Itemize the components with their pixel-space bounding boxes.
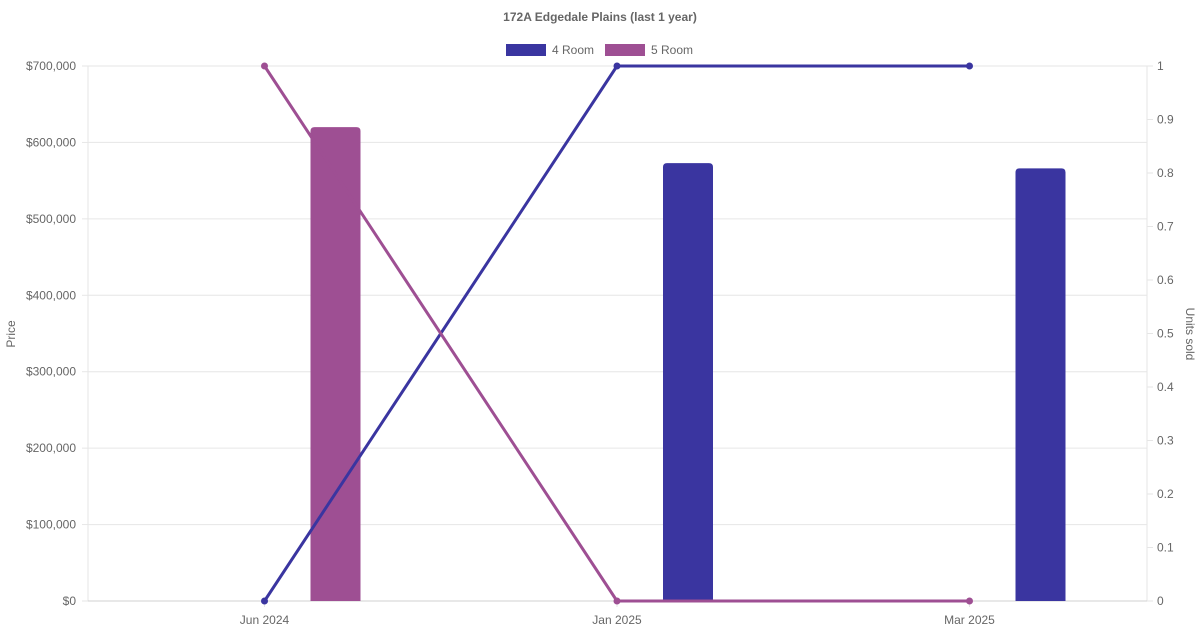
- y-tick-label: $300,000: [26, 365, 76, 379]
- y2-tick-label: 0.5: [1157, 327, 1174, 341]
- bar-5-room[interactable]: [310, 127, 361, 602]
- legend-item-5-room[interactable]: 5 Room: [605, 43, 693, 57]
- legend-item-4-room[interactable]: 4 Room: [506, 43, 594, 57]
- y-tick-label: $0: [63, 594, 77, 608]
- y2-tick-label: 0.9: [1157, 113, 1174, 127]
- y2-axis-title: Units sold: [1183, 308, 1197, 361]
- y-axis-ticks: $0 $100,000 $200,000 $300,000 $400,000 $500,0…: [26, 59, 76, 608]
- y2-tick-label: 0: [1157, 594, 1164, 608]
- grid: [82, 65, 1153, 607]
- y-tick-label: $500,000: [26, 212, 76, 226]
- y-tick-label: $100,000: [26, 518, 76, 532]
- legend-label-5-room: 5 Room: [651, 43, 693, 57]
- y-tick-label: $600,000: [26, 135, 76, 149]
- y2-tick-label: 0.8: [1157, 166, 1174, 180]
- x-tick-label: Jun 2024: [240, 613, 290, 627]
- legend-swatch-4-room: [506, 44, 546, 56]
- point-5-room[interactable]: [613, 597, 621, 605]
- x-tick-label: Jan 2025: [592, 613, 642, 627]
- point-5-room[interactable]: [261, 62, 268, 70]
- chart-title: 172A Edgedale Plains (last 1 year): [503, 10, 697, 24]
- point-4-room[interactable]: [966, 62, 973, 70]
- y2-tick-label: 0.2: [1157, 487, 1174, 501]
- x-axis-ticks: Jun 2024 Jan 2025 Mar 2025: [240, 613, 995, 627]
- point-4-room[interactable]: [613, 62, 621, 70]
- line-5-room: [263, 65, 970, 603]
- y2-tick-label: 0.1: [1157, 541, 1174, 555]
- y2-tick-label: 0.3: [1157, 434, 1174, 448]
- point-5-room[interactable]: [966, 597, 973, 605]
- y2-axis-ticks: 0 0.1 0.2 0.3 0.4 0.5 0.6 0.7 0.8 0.9 1: [1157, 59, 1174, 608]
- legend-label-4-room: 4 Room: [552, 43, 594, 57]
- y-tick-label: $700,000: [26, 59, 76, 73]
- y-tick-label: $400,000: [26, 288, 76, 302]
- bar-4-room[interactable]: [1015, 168, 1066, 601]
- y2-tick-label: 1: [1157, 59, 1164, 73]
- lines: [261, 62, 973, 605]
- y2-tick-label: 0.7: [1157, 220, 1174, 234]
- y-axis-title: Price: [4, 320, 18, 348]
- line-4-room: [263, 64, 970, 602]
- y-tick-label: $200,000: [26, 441, 76, 455]
- bars: [310, 127, 1066, 602]
- y2-tick-label: 0.4: [1157, 380, 1174, 394]
- bar-4-room[interactable]: [663, 163, 713, 602]
- legend: 4 Room 5 Room: [506, 43, 693, 57]
- legend-swatch-5-room: [605, 44, 645, 56]
- point-4-room[interactable]: [261, 597, 268, 605]
- x-tick-label: Mar 2025: [944, 613, 995, 627]
- y2-tick-label: 0.6: [1157, 273, 1174, 287]
